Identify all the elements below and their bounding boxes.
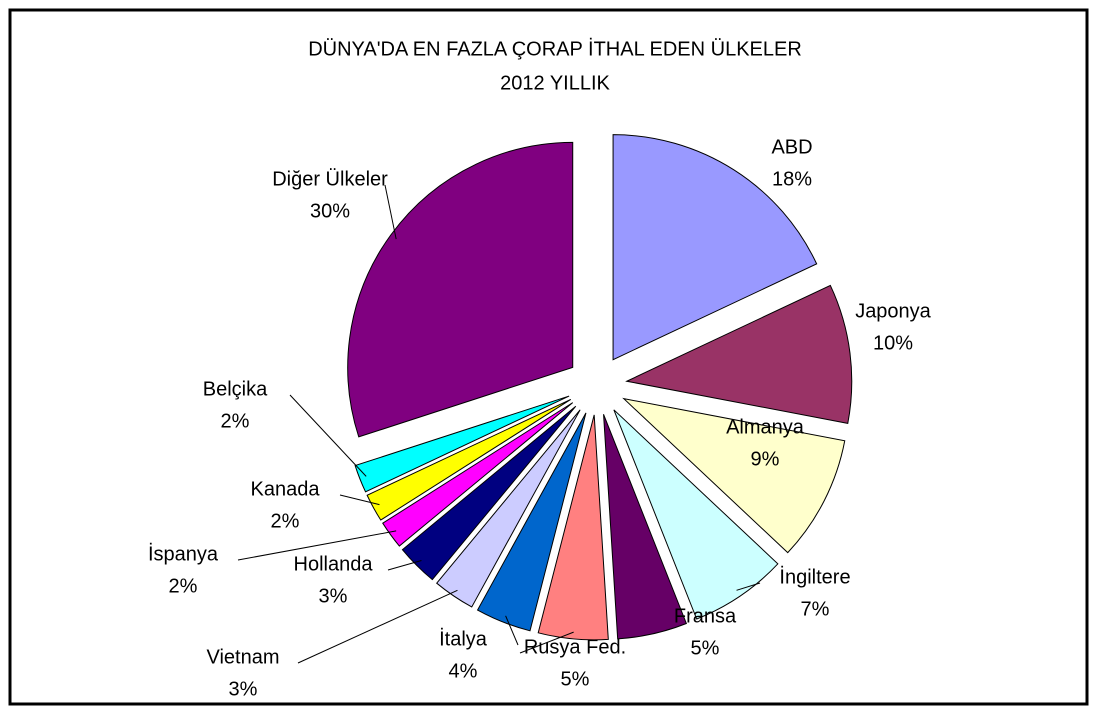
slice-label: İspanya <box>148 542 219 565</box>
slice-value: 2% <box>169 575 198 597</box>
slice-label: İtalya <box>439 627 488 650</box>
slice-label: Japonya <box>855 300 931 322</box>
slice-label: Vietnam <box>206 646 279 668</box>
leader-line <box>297 589 458 664</box>
pie-slice <box>603 414 688 640</box>
slice-label: Kanada <box>251 478 321 500</box>
slice-value: 7% <box>801 598 830 620</box>
slice-value: 4% <box>449 660 478 682</box>
pie-slice <box>382 402 574 547</box>
slice-label: ABD <box>771 136 812 158</box>
slice-value: 5% <box>691 637 720 659</box>
leader-line <box>237 530 397 561</box>
leader-line <box>519 631 574 654</box>
slice-value: 5% <box>561 668 590 690</box>
pie-slice <box>612 134 818 361</box>
chart-title: DÜNYA'DA EN FAZLA ÇORAP İTHAL EDEN ÜLKEL… <box>308 37 802 60</box>
slice-label: İngiltere <box>779 565 850 588</box>
leader-line <box>384 184 397 240</box>
leader-line <box>289 394 367 477</box>
pie-slice <box>347 141 574 438</box>
pie-slice <box>613 409 779 620</box>
slice-label: Rusya Fed. <box>524 636 626 658</box>
pie-slice <box>436 409 581 608</box>
pie-slice <box>366 399 571 521</box>
chart-subtitle: 2012 YILLIK <box>500 72 610 94</box>
leader-line <box>387 560 422 571</box>
pie-slice <box>625 284 853 424</box>
leader-line <box>505 615 519 646</box>
pie-slice <box>476 412 587 632</box>
pie-slice <box>401 405 577 581</box>
slice-value: 2% <box>221 410 250 432</box>
slice-value: 3% <box>229 678 258 700</box>
leader-line <box>736 582 761 591</box>
slice-label: Almanya <box>726 416 805 438</box>
pie-slice <box>537 414 609 641</box>
pie-slice <box>354 395 570 493</box>
leader-line <box>339 494 380 506</box>
slice-value: 3% <box>319 585 348 607</box>
slice-label: Belçika <box>203 378 268 400</box>
pie-slice <box>622 397 846 554</box>
slice-value: 18% <box>772 168 812 190</box>
slice-value: 9% <box>751 448 780 470</box>
slice-label: Diğer Ülkeler <box>272 168 388 190</box>
slice-label: Fransa <box>674 605 737 627</box>
slice-label: Hollanda <box>294 553 374 575</box>
slice-value: 10% <box>873 332 913 354</box>
slice-value: 2% <box>271 510 300 532</box>
slice-value: 30% <box>310 200 350 222</box>
